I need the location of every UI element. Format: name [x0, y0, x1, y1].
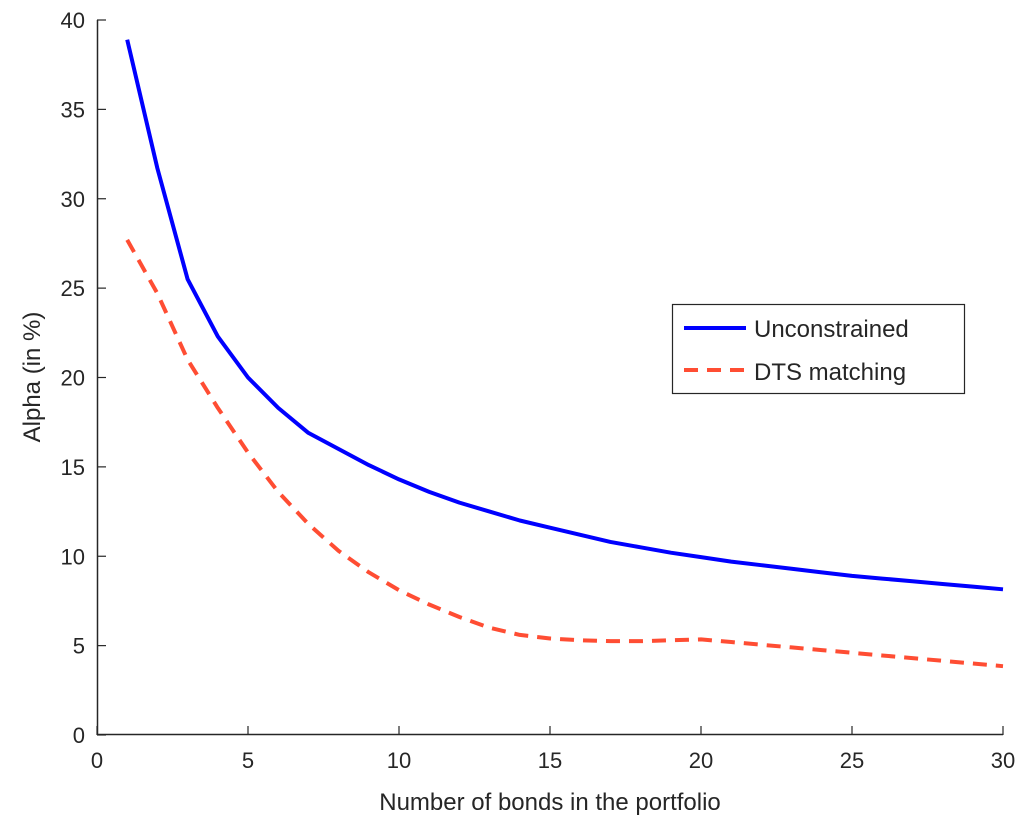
y-tick-label: 40 — [61, 8, 85, 33]
x-tick-label: 30 — [991, 748, 1015, 773]
legend-label-unconstrained: Unconstrained — [754, 316, 909, 343]
x-tick-label: 10 — [387, 748, 411, 773]
x-axis-title: Number of bonds in the portfolio — [379, 789, 721, 816]
x-tick-label: 15 — [538, 748, 562, 773]
y-ticks: 0 5 10 15 20 25 30 35 40 — [61, 8, 106, 748]
legend: Unconstrained DTS matching — [671, 303, 966, 395]
y-tick-label: 25 — [61, 276, 85, 301]
y-tick-label: 30 — [61, 187, 85, 212]
y-tick-label: 5 — [73, 634, 85, 659]
x-tick-label: 0 — [91, 748, 103, 773]
y-tick-label: 15 — [61, 455, 85, 480]
series-line-unconstrained — [125, 39, 1004, 592]
y-tick-label: 0 — [73, 723, 85, 748]
x-tick-label: 20 — [689, 748, 713, 773]
series-line-dts-matching — [125, 238, 1004, 669]
x-ticks: 0 5 10 15 20 25 30 — [91, 726, 1015, 773]
y-tick-label: 35 — [61, 97, 85, 122]
legend-label-dts-matching: DTS matching — [754, 359, 906, 386]
plot-lines — [125, 39, 1004, 669]
x-tick-label: 25 — [840, 748, 864, 773]
y-tick-label: 10 — [61, 544, 85, 569]
x-tick-label: 5 — [242, 748, 254, 773]
legend-box — [671, 303, 966, 395]
y-axis-title: Alpha (in %) — [19, 312, 46, 443]
y-tick-label: 20 — [61, 366, 85, 391]
